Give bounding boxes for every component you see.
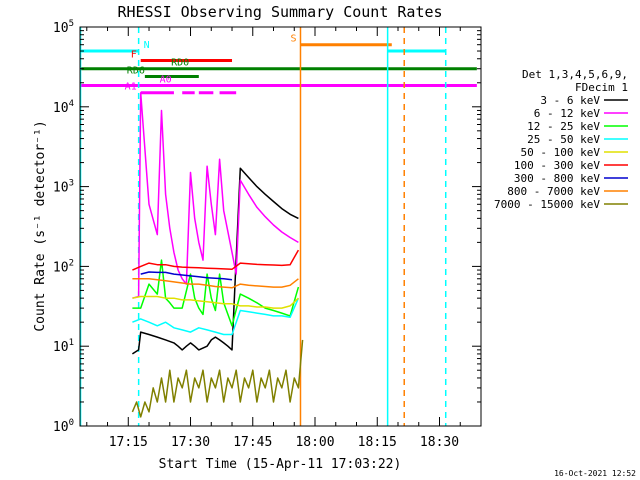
series-line [131, 339, 304, 418]
series-line [132, 249, 300, 271]
chart-title: RHESSI Observing Summary Count Rates [117, 3, 442, 21]
series-line [140, 271, 233, 281]
x-tick-label: 17:15 [109, 435, 148, 450]
flag-bar-label: RD0 [171, 58, 189, 69]
x-tick-label: 17:30 [171, 435, 210, 450]
series-line [132, 295, 299, 309]
legend-entry-label: 25 - 50 keV [527, 133, 600, 146]
footer-timestamp: 16-Oct-2021 12:52 [554, 469, 636, 478]
legend-entry-label: 12 - 25 keV [527, 120, 600, 133]
legend-header: FDecim 1 [575, 81, 628, 94]
plot-frame [79, 26, 482, 427]
series-line [132, 278, 299, 289]
x-axis-label: Start Time (15-Apr-11 17:03:22) [159, 457, 402, 472]
flag-bar-label: F [131, 50, 137, 61]
flag-bar-label: N [144, 40, 150, 51]
legend-entry-label: 300 - 800 keV [514, 172, 600, 185]
series-line [132, 91, 299, 299]
flag-bar-label: S [290, 34, 296, 45]
x-tick-label: 17:45 [233, 435, 272, 450]
x-tick-label: 18:15 [358, 435, 397, 450]
legend-entry-label: 3 - 6 keV [540, 94, 600, 107]
legend-entry-label: 100 - 300 keV [514, 159, 600, 172]
series-line [131, 167, 299, 355]
vertical-markers [79, 27, 447, 426]
series-line [132, 297, 300, 336]
legend-entry-label: 6 - 12 keV [534, 107, 601, 120]
legend-header: Det 1,3,4,5,6,9, [522, 68, 628, 81]
legend-entry-label: 50 - 100 keV [521, 146, 601, 159]
flag-bar-label: RD6 [127, 65, 145, 76]
x-tick-label: 18:30 [420, 435, 459, 450]
legend-entry-label: 7000 - 15000 keV [494, 198, 600, 211]
series-lines [131, 91, 304, 418]
x-axis: 17:15 17:30 17:45 18:00 18:15 18:30 [86, 27, 482, 450]
flag-bar-label: A1 [125, 82, 137, 93]
flag-bars: N S F RD0 RD6 A0 A1 [80, 34, 477, 95]
flag-bar-label: A0 [160, 74, 172, 85]
x-tick-label: 18:00 [295, 435, 334, 450]
y-axis-label: Count Rate (s⁻¹ detector⁻¹) [33, 120, 48, 331]
legend-entry-label: 800 - 7000 keV [507, 185, 600, 198]
